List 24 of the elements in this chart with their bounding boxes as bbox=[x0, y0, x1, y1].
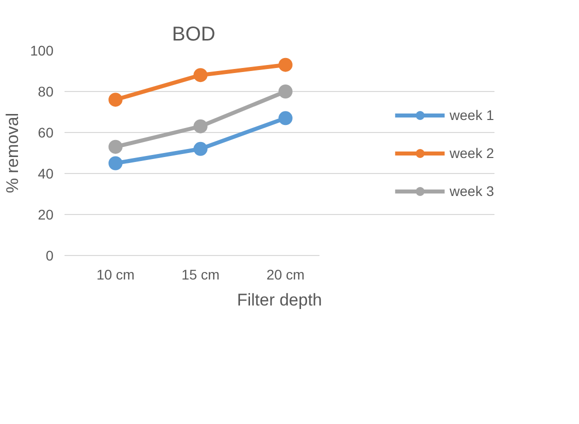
point bbox=[278, 84, 292, 98]
point bbox=[194, 142, 208, 156]
y-tick-label: 40 bbox=[38, 166, 54, 182]
x-tick-label: 20 cm bbox=[266, 266, 305, 282]
y-tick-label: 100 bbox=[30, 42, 54, 58]
point bbox=[108, 156, 122, 170]
x-tick-label: 10 cm bbox=[96, 266, 135, 282]
y-tick-label: 60 bbox=[38, 124, 54, 140]
x-axis-title: Filter depth bbox=[236, 290, 322, 310]
legend-label: week 1 bbox=[450, 106, 494, 122]
legend-label: week 3 bbox=[450, 182, 494, 198]
y-tick-label: 80 bbox=[38, 84, 54, 100]
point bbox=[194, 119, 208, 134]
point bbox=[108, 92, 122, 107]
point bbox=[278, 111, 292, 126]
chart-title: BOD bbox=[172, 24, 216, 46]
legend-label: week 2 bbox=[450, 144, 494, 160]
point bbox=[108, 140, 122, 154]
point bbox=[194, 68, 208, 82]
point bbox=[278, 58, 292, 72]
x-tick-label: 15 cm bbox=[181, 266, 220, 282]
y-axis-title: % removal bbox=[3, 112, 22, 194]
y-tick-label: 0 bbox=[46, 248, 54, 264]
y-tick-label: 20 bbox=[38, 206, 54, 222]
